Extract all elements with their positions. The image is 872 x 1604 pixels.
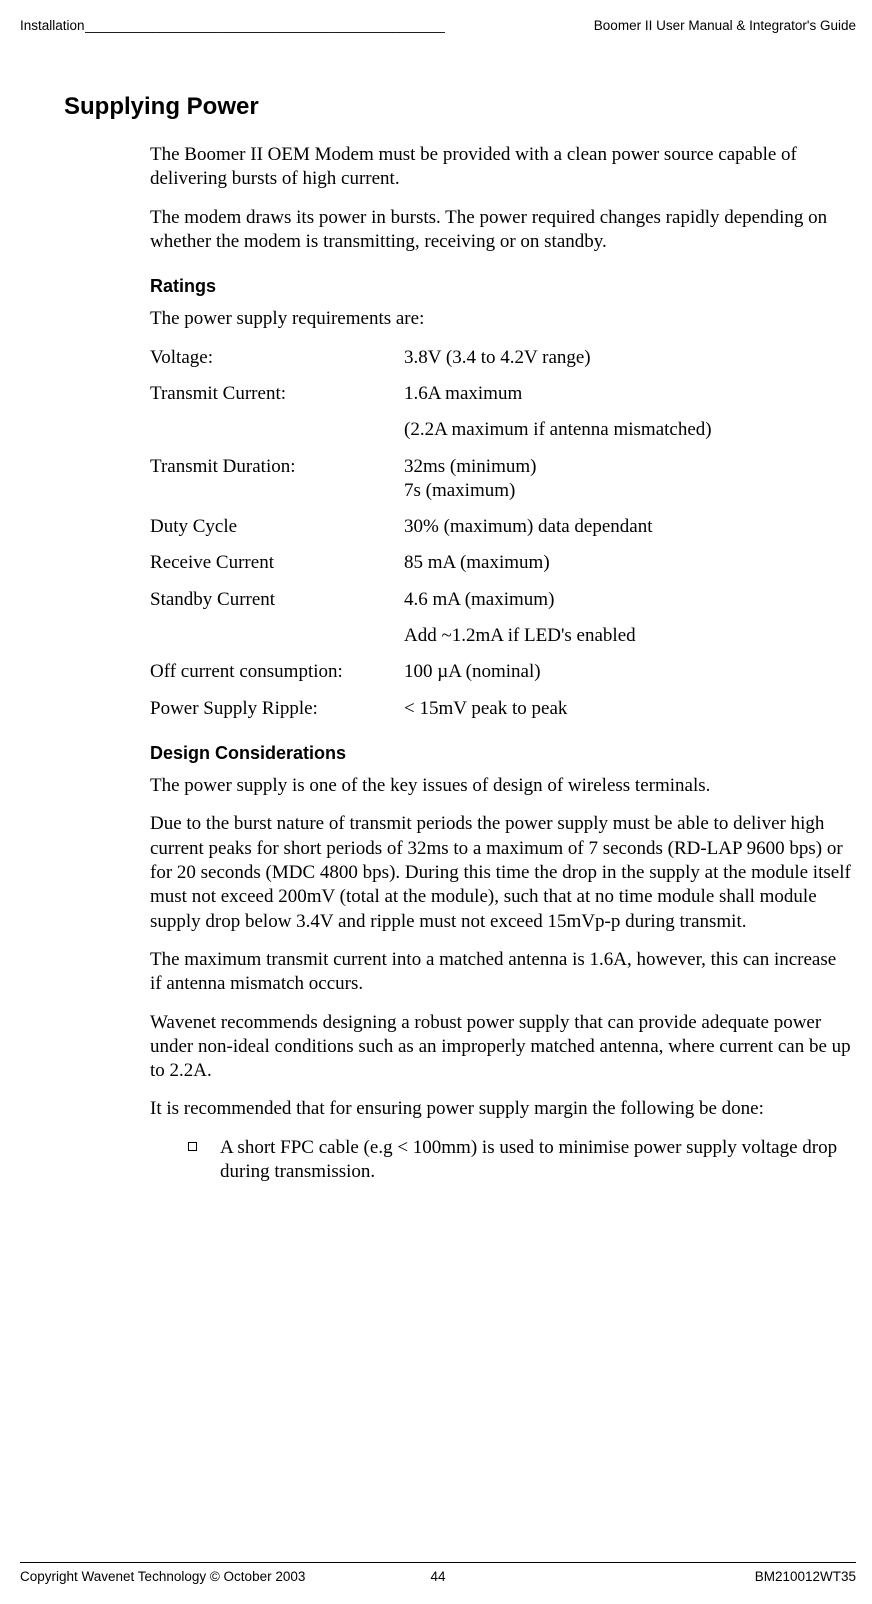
footer-right: BM210012WT35 bbox=[755, 1569, 856, 1584]
ratings-value: 85 mA (maximum) bbox=[404, 551, 852, 575]
ratings-value: < 15mV peak to peak bbox=[404, 697, 852, 721]
ratings-label: Standby Current bbox=[150, 588, 404, 612]
design-paragraph: Due to the burst nature of transmit peri… bbox=[150, 812, 852, 934]
ratings-value: 1.6A maximum bbox=[404, 382, 852, 406]
ratings-heading: Ratings bbox=[150, 276, 852, 297]
ratings-label: Receive Current bbox=[150, 551, 404, 575]
ratings-row: Off current consumption: 100 µA (nominal… bbox=[150, 660, 852, 684]
intro-paragraph: The modem draws its power in bursts. The… bbox=[150, 206, 852, 255]
ratings-row: Transmit Duration: 32ms (minimum)7s (max… bbox=[150, 455, 852, 504]
design-paragraph: It is recommended that for ensuring powe… bbox=[150, 1097, 852, 1121]
design-heading: Design Considerations bbox=[150, 743, 852, 764]
header-left: Installation bbox=[20, 18, 85, 33]
ratings-row: Power Supply Ripple: < 15mV peak to peak bbox=[150, 697, 852, 721]
bullet-item: A short FPC cable (e.g < 100mm) is used … bbox=[184, 1136, 852, 1185]
ratings-value: (2.2A maximum if antenna mismatched) bbox=[404, 418, 852, 442]
design-paragraph: Wavenet recommends designing a robust po… bbox=[150, 1011, 852, 1084]
ratings-label: Off current consumption: bbox=[150, 660, 404, 684]
page: Installation ___________________________… bbox=[0, 0, 872, 1604]
ratings-row: Add ~1.2mA if LED's enabled bbox=[150, 624, 852, 648]
ratings-row: (2.2A maximum if antenna mismatched) bbox=[150, 418, 852, 442]
ratings-value: 4.6 mA (maximum) bbox=[404, 588, 852, 612]
ratings-label: Power Supply Ripple: bbox=[150, 697, 404, 721]
design-paragraph: The power supply is one of the key issue… bbox=[150, 774, 852, 798]
content: Supplying Power The Boomer II OEM Modem … bbox=[20, 33, 856, 1184]
ratings-row: Standby Current 4.6 mA (maximum) bbox=[150, 588, 852, 612]
ratings-row: Receive Current 85 mA (maximum) bbox=[150, 551, 852, 575]
ratings-value: 30% (maximum) data dependant bbox=[404, 515, 852, 539]
ratings-label: Transmit Duration: bbox=[150, 455, 404, 504]
bullet-list: A short FPC cable (e.g < 100mm) is used … bbox=[184, 1136, 852, 1185]
design-paragraph: The maximum transmit current into a matc… bbox=[150, 948, 852, 997]
ratings-label: Duty Cycle bbox=[150, 515, 404, 539]
page-footer: Copyright Wavenet Technology © October 2… bbox=[20, 1562, 856, 1584]
footer-left: Copyright Wavenet Technology © October 2… bbox=[20, 1569, 305, 1584]
ratings-row: Transmit Current: 1.6A maximum bbox=[150, 382, 852, 406]
ratings-label: Voltage: bbox=[150, 346, 404, 370]
ratings-row: Voltage: 3.8V (3.4 to 4.2V range) bbox=[150, 346, 852, 370]
ratings-table: Voltage: 3.8V (3.4 to 4.2V range) Transm… bbox=[150, 346, 852, 721]
ratings-intro: The power supply requirements are: bbox=[150, 307, 852, 331]
ratings-value: 3.8V (3.4 to 4.2V range) bbox=[404, 346, 852, 370]
section-title: Supplying Power bbox=[64, 93, 856, 121]
header-fill: ________________________________________… bbox=[85, 18, 594, 33]
intro-paragraph: The Boomer II OEM Modem must be provided… bbox=[150, 143, 852, 192]
ratings-label bbox=[150, 624, 404, 648]
ratings-value: 32ms (minimum)7s (maximum) bbox=[404, 455, 852, 504]
body-block: The Boomer II OEM Modem must be provided… bbox=[150, 143, 852, 1184]
page-header: Installation ___________________________… bbox=[20, 18, 856, 33]
ratings-label: Transmit Current: bbox=[150, 382, 404, 406]
ratings-row: Duty Cycle 30% (maximum) data dependant bbox=[150, 515, 852, 539]
header-right: Boomer II User Manual & Integrator's Gui… bbox=[594, 18, 856, 33]
ratings-value: Add ~1.2mA if LED's enabled bbox=[404, 624, 852, 648]
ratings-value: 100 µA (nominal) bbox=[404, 660, 852, 684]
ratings-label bbox=[150, 418, 404, 442]
